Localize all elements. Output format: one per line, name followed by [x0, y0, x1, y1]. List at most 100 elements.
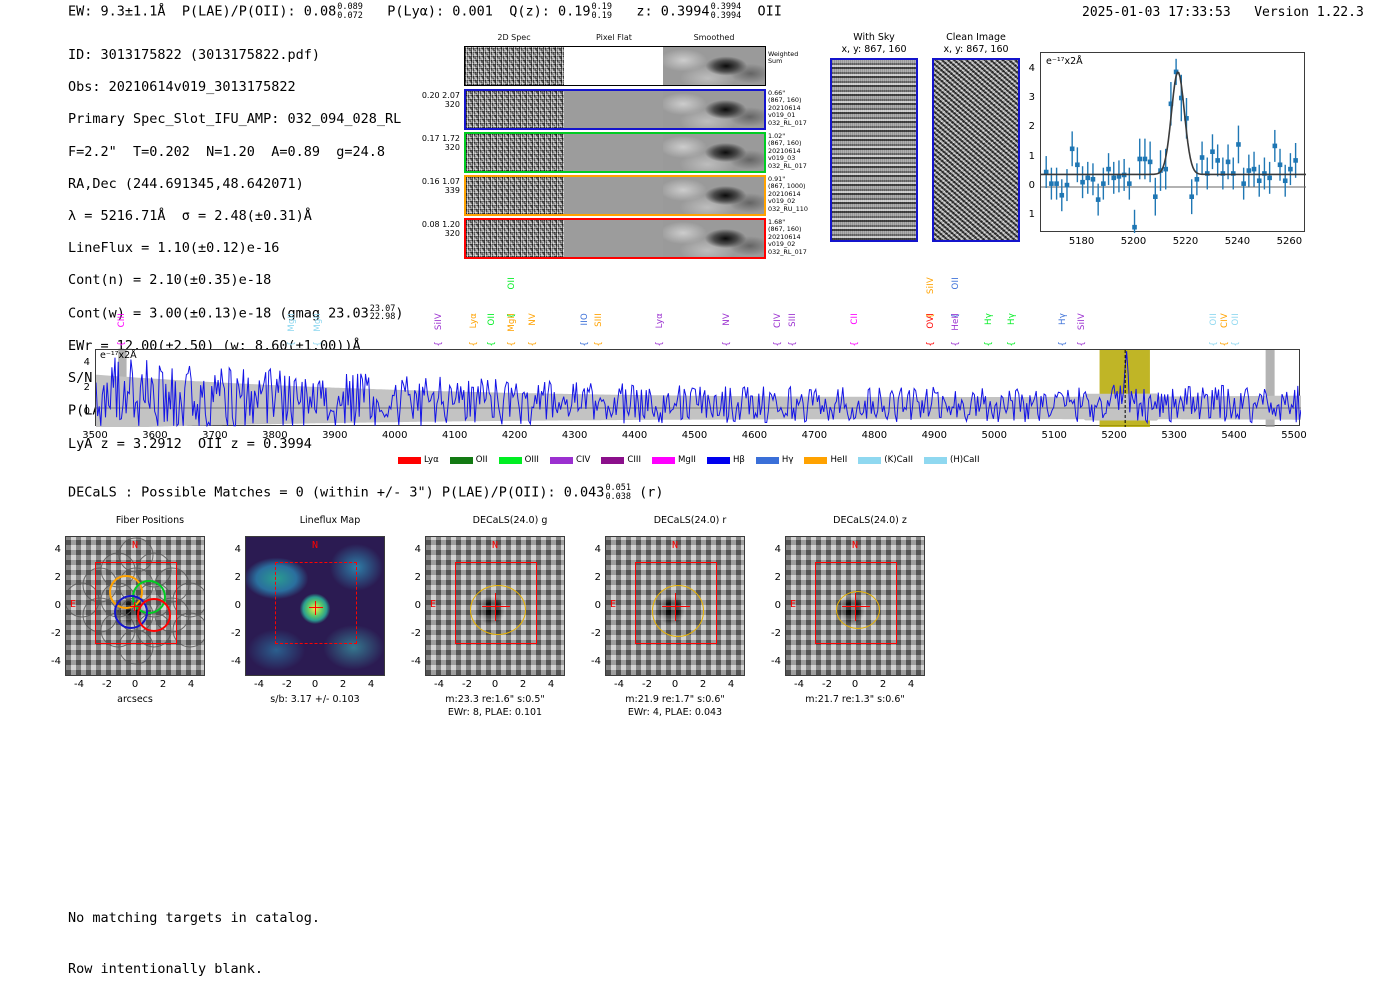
weighted-sum-2dspec — [465, 47, 564, 85]
decals-g-image: N E — [425, 536, 565, 676]
line-label-hγ-20: Hγ — [984, 313, 995, 325]
decals-r-ellipse — [652, 585, 704, 637]
spectrum-xtick-2: 3700 — [202, 430, 228, 441]
header-z-value: 0.3994 — [660, 3, 710, 20]
header-plya-label: P(Lyα): — [387, 3, 445, 20]
cutout-4-xtick-4: 4 — [907, 679, 915, 690]
cutout-4-ytick-4: -4 — [771, 656, 781, 667]
cutout-4-xtick-1: -2 — [822, 679, 832, 690]
line-label-civ-25: CIV — [1220, 313, 1231, 329]
legend-label-10: (H)CaII — [949, 455, 980, 465]
lineflux-red-square — [275, 562, 357, 644]
line-brace-7: { — [507, 341, 518, 347]
legend-item-mgii: MgII — [652, 455, 696, 465]
fiber-overlay — [66, 537, 204, 665]
gmag-bounds: 23.07 22.98 — [369, 303, 396, 323]
row-2-right-meta: 0.91" (867, 1000) 20210614 v019_02 032_R… — [768, 175, 808, 213]
panel-title-decals-r: DECaLS(24.0) r — [653, 515, 727, 526]
line-fit-svg — [1041, 58, 1306, 245]
line-brace-8: { — [528, 341, 539, 347]
line-brace-5: { — [486, 341, 497, 347]
decals-g-caption: m:23.3 re:1.6" s:0.5" — [445, 694, 545, 705]
line-label-oii-26: OII — [1230, 313, 1241, 326]
line-brace-14: { — [788, 341, 799, 347]
lineflux-map-caption: s/b: 3.17 +/- 0.103 — [270, 694, 360, 705]
legend-item-lyα: Lyα — [398, 455, 439, 465]
decals-g-cross-v — [495, 593, 497, 621]
header-timestamp: 2025-01-03 17:33:53 — [1082, 5, 1231, 20]
cutout-4-ytick-1: 2 — [774, 572, 781, 583]
cutout-0-xtick-2: 0 — [131, 679, 139, 690]
panel-title-fiber-positions: Fiber Positions — [115, 515, 185, 526]
line-brace-13: { — [773, 341, 784, 347]
row-0-left-stats: 0.20 2.07 320 — [421, 91, 460, 110]
row-2-left-stats: 0.16 1.07 339 — [421, 177, 460, 196]
line-brace-21: { — [1006, 341, 1017, 347]
lineflux-map-image: N — [245, 536, 385, 676]
line-brace-2: { — [313, 341, 323, 347]
line-brace-19: { — [950, 341, 961, 347]
spectrum-xtick-14: 4900 — [921, 430, 948, 441]
header-plae-label: P(LAE)/P(OII): — [181, 3, 296, 20]
legend-item-ciii: CIII — [601, 455, 641, 465]
line-label-oii-6: OII — [507, 277, 518, 290]
legend-swatch-5 — [652, 456, 675, 464]
fit-ytick-3: 2 — [1028, 121, 1035, 133]
fit-flux-unit-label: e⁻¹⁷x2Å — [1046, 56, 1083, 67]
fit-ytick-4: 3 — [1028, 92, 1035, 104]
decals-g-ellipse — [470, 585, 526, 635]
legend-swatch-10 — [923, 456, 947, 464]
decals-g-panel: N E — [425, 536, 565, 676]
spectrum-ytick-1: 2 — [83, 381, 90, 393]
cutout-3-ytick-0: 4 — [594, 544, 601, 555]
spectrum-xtick-4: 3900 — [322, 430, 348, 441]
legend-swatch-2 — [498, 456, 522, 464]
cutout-1-ytick-4: -4 — [231, 656, 241, 667]
decals-r-caption2: EWr: 4, PLAE: 0.043 — [627, 707, 723, 718]
info-line-obs: Obs: 20210614v019_3013175822 — [68, 79, 296, 96]
spectrum-xtick-12: 4700 — [801, 430, 828, 441]
row-0-smoothed — [662, 91, 764, 128]
legend-label-6: Hβ — [732, 455, 745, 465]
cutout-1-xtick-1: -2 — [282, 679, 292, 690]
fiber-positions-panel: N E — [65, 536, 205, 676]
cutout-0-xtick-4: 4 — [187, 679, 195, 690]
decals-z-compass-north: N — [852, 540, 859, 551]
legend-swatch-3 — [549, 456, 573, 464]
header-timestamp-block: 2025-01-03 17:33:53 Version 1.22.3 — [1082, 5, 1364, 20]
weighted-sum-pixelflat — [564, 47, 663, 85]
spectrum-xtick-15: 5000 — [981, 430, 1007, 441]
spectrum-xtick-9: 4400 — [621, 430, 648, 441]
exposure-row-0 — [464, 89, 766, 130]
decals-z-ellipse — [836, 591, 880, 629]
line-brace-4: { — [468, 341, 479, 347]
line-label-hγ-21: Hγ — [1006, 313, 1017, 325]
lineflux-cross-v — [315, 601, 317, 615]
cutout-4-xtick-0: -4 — [794, 679, 804, 690]
cutout-2-ytick-0: 4 — [414, 544, 421, 555]
fit-xtick-1: 5200 — [1120, 236, 1147, 247]
cutout-4-ytick-2: 0 — [774, 600, 781, 611]
row-1-2dspec — [466, 134, 565, 171]
cutout-2-ytick-4: -4 — [411, 656, 421, 667]
legend-label-3: CIV — [575, 455, 591, 465]
clean-image — [932, 58, 1020, 242]
legend-label-1: OII — [475, 455, 488, 465]
line-brace-11: { — [654, 341, 665, 347]
cutout-2-ytick-1: 2 — [414, 572, 421, 583]
cutout-0-xtick-1: -2 — [102, 679, 112, 690]
fit-xtick-2: 5220 — [1172, 236, 1199, 247]
line-label-cii-15: CII — [850, 313, 861, 325]
line-label-oii-5: OII — [486, 313, 497, 326]
line-label-oii-18: OII — [950, 277, 961, 290]
info-line-lineflux: LineFlux = 1.10(±0.12)e-16 — [68, 240, 280, 257]
fiber-center-cross-v — [134, 602, 136, 611]
header-qz-value: 0.19 — [557, 3, 591, 20]
legend-label-4: CIII — [627, 455, 641, 465]
line-brace-1: { — [286, 341, 297, 347]
info-line-redshifts: LyA z = 3.2912 OII z = 0.3994 — [68, 435, 312, 452]
row-0-pixelflat — [564, 91, 663, 128]
spectrum-xtick-18: 5300 — [1161, 430, 1187, 441]
decals-z-panel: N E — [785, 536, 925, 676]
line-label-iio-9: IIO — [580, 313, 591, 326]
